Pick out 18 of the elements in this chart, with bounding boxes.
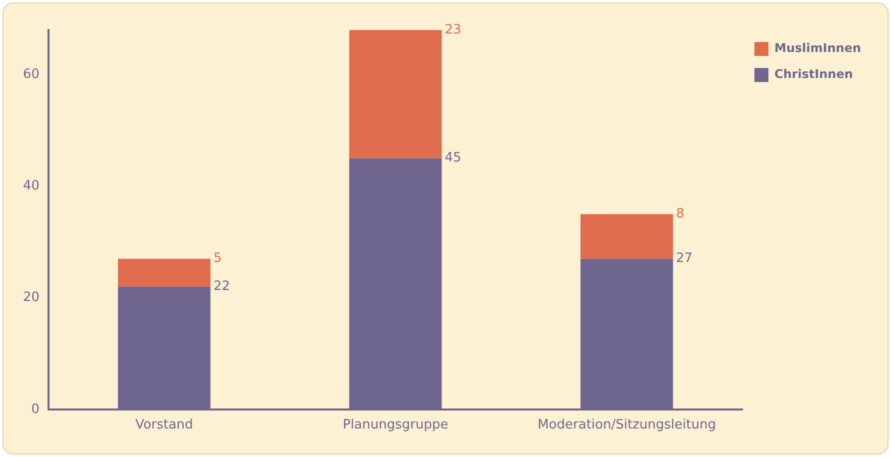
bar — [580, 214, 674, 259]
y-tick-label: 40 — [22, 178, 40, 194]
legend-label: MuslimInnen — [774, 41, 862, 56]
y-tick-label: 60 — [22, 67, 40, 82]
x-tick-label: Vorstand — [135, 418, 193, 433]
data-label: 8 — [676, 206, 684, 222]
y-tick-label: 20 — [22, 290, 40, 306]
data-label: 45 — [444, 150, 462, 166]
data-label: 27 — [676, 251, 693, 266]
x-tick-label: Planungsgruppe — [342, 418, 448, 433]
data-label: 23 — [444, 22, 462, 38]
bar — [349, 30, 442, 158]
x-tick-label: Moderation/Sitzungsleitung — [538, 418, 716, 433]
bar — [118, 258, 210, 287]
data-label: 5 — [213, 251, 222, 266]
legend-label: ChristInnen — [774, 67, 853, 82]
y-tick-label: 0 — [31, 402, 40, 417]
data-label: 22 — [213, 279, 230, 294]
